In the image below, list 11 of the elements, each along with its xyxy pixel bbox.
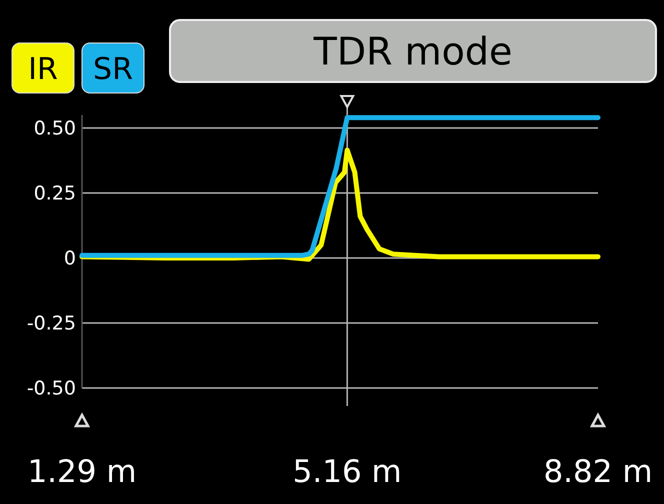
y-tick-label: -0.50 xyxy=(26,378,76,400)
y-tick-label: 0.50 xyxy=(34,118,76,140)
chart-title: TDR mode xyxy=(312,30,512,74)
text: IR xyxy=(28,52,58,87)
y-tick-label: 0 xyxy=(64,248,76,270)
text: SR xyxy=(93,52,133,87)
x-tick-label: 8.82 m xyxy=(543,454,653,490)
x-tick-label: 5.16 m xyxy=(292,454,402,490)
x-tick-label: 1.29 m xyxy=(27,454,137,490)
y-tick-label: 0.25 xyxy=(34,182,76,205)
y-tick-label: -0.25 xyxy=(26,312,76,335)
